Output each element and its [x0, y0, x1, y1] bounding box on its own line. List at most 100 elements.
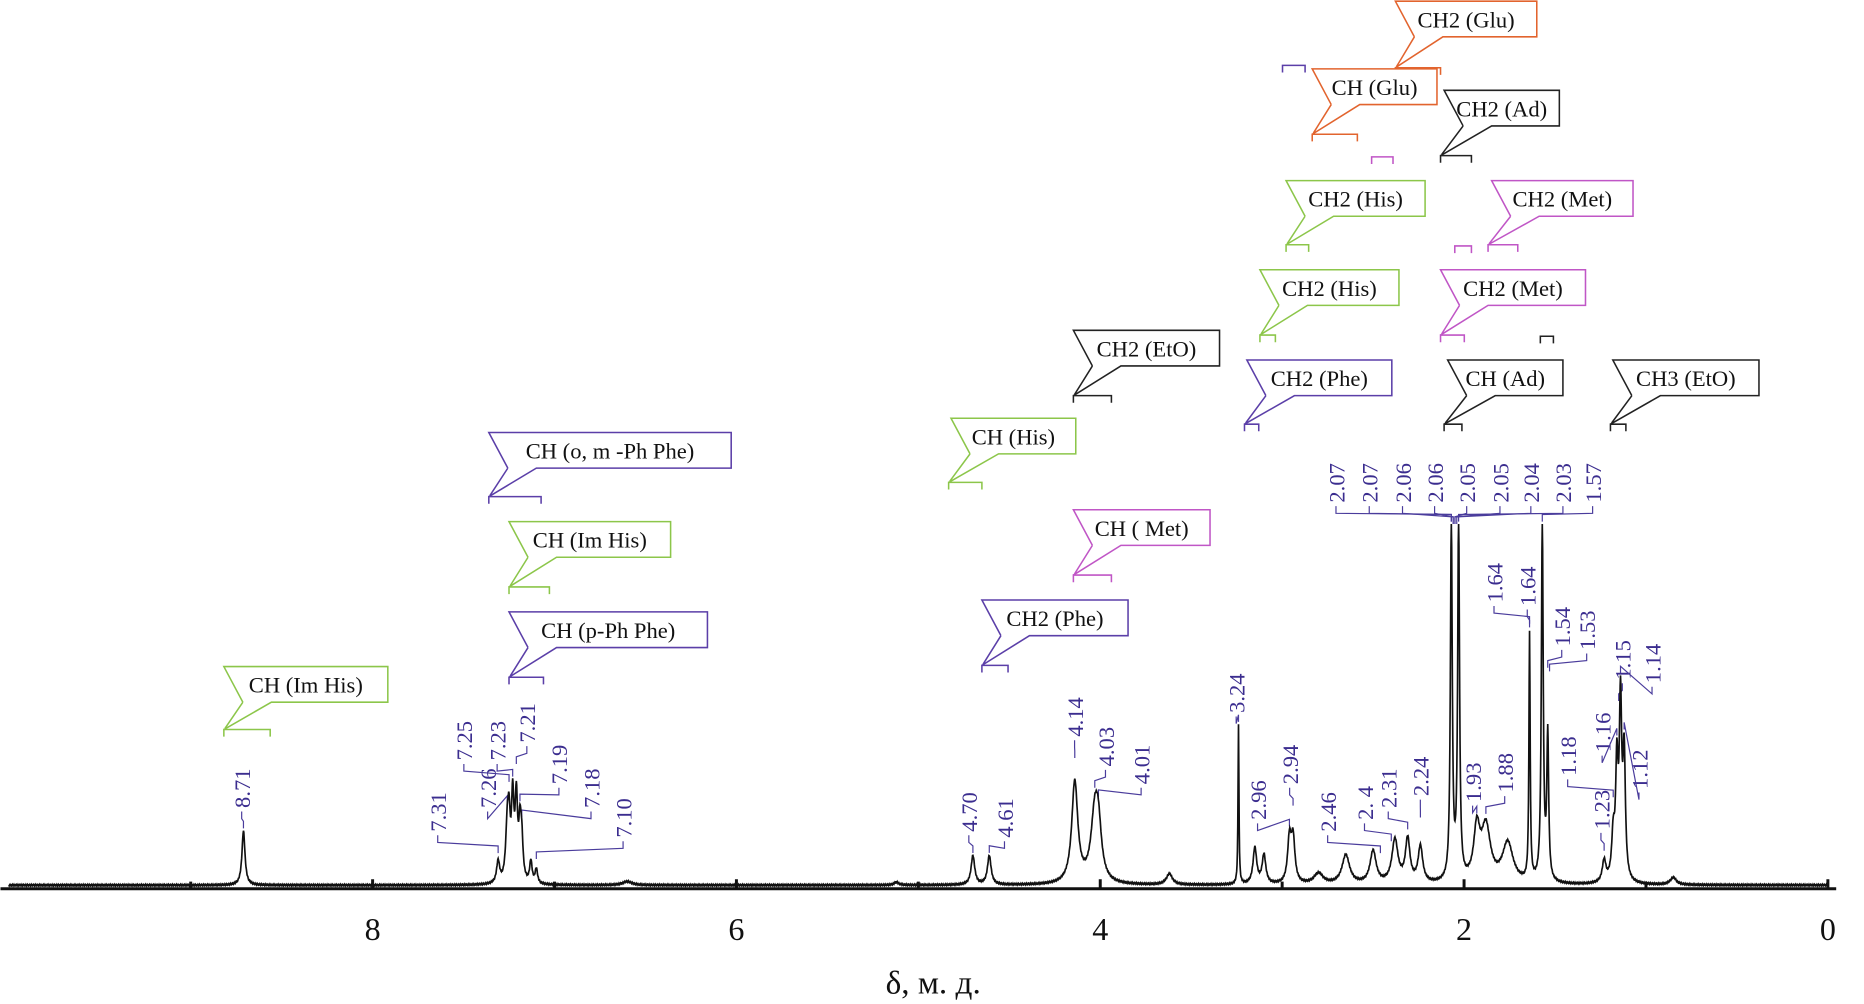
peak-leader-line [535, 841, 624, 860]
callout-box [507, 520, 672, 588]
callout-label: CH (Im His) [533, 528, 647, 553]
integration-bracket [1311, 133, 1359, 142]
peak-label: 2.46 [1316, 792, 1341, 831]
callout-box [487, 431, 732, 498]
integration-bracket [1609, 423, 1627, 432]
peak-leader-line [521, 809, 592, 820]
callout-box [1394, 0, 1538, 69]
peak-label: 7.23 [485, 721, 510, 760]
x-axis-label: δ, м. д. [886, 964, 981, 1001]
peak-label: 2.05 [1455, 463, 1480, 502]
annotation-callout: CH2 (Glu) [1394, 0, 1538, 75]
x-tick-label: 6 [728, 911, 744, 947]
callout-label: CH (Im His) [249, 673, 363, 698]
peak-leader-line [1493, 605, 1531, 624]
peak-leader-line [1094, 769, 1107, 788]
peak-label: 7.26 [476, 768, 501, 807]
peak-leader-line [1601, 728, 1618, 764]
integration-bracket [1281, 64, 1306, 73]
peak-label: 7.31 [426, 792, 451, 831]
callout-label: CH2 (EtO) [1097, 336, 1197, 361]
peak-label: 1.53 [1575, 610, 1600, 649]
peak-label: 2.06 [1423, 463, 1448, 502]
peak-leader-line [1256, 818, 1291, 832]
peak-leader-line [1548, 653, 1588, 672]
peak-label: 1.54 [1550, 607, 1575, 646]
callout-label: CH2 (Phe) [1006, 606, 1103, 631]
integration-bracket [1072, 574, 1113, 583]
peak-label: 7.19 [547, 745, 572, 784]
peak-leader-line [1387, 811, 1409, 830]
annotation-callout: CH3 (EtO) [1609, 359, 1760, 432]
peak-label: 2.31 [1377, 768, 1402, 807]
annotation-callout: CH2 (Ad) [1439, 89, 1561, 163]
peak-leader-line [1097, 787, 1142, 798]
x-tick-label: 0 [1820, 911, 1836, 947]
integration-bracket [488, 495, 542, 504]
annotation-layer: CH (Im His) CH (o, m -Ph Phe) CH (Im His) C… [222, 0, 1760, 737]
peak-label: 2.94 [1278, 745, 1303, 784]
peak-label: 4.70 [957, 792, 982, 831]
peak-label: 4.03 [1094, 727, 1119, 766]
callout-box [1610, 359, 1760, 425]
peak-label: 2.03 [1551, 463, 1576, 502]
peak-leader-line [1456, 506, 1532, 524]
peak-label: 2.24 [1409, 757, 1434, 796]
spectrum-line [8, 523, 1829, 888]
callout-box [948, 417, 1077, 484]
peak-leader-line [1526, 609, 1531, 628]
peak-leader-line [463, 763, 510, 782]
peak-label: 4.14 [1063, 697, 1088, 736]
annotation-callout: CH2 (His) [1284, 179, 1426, 252]
integration-bracket [508, 676, 545, 685]
callout-label: CH2 (Met) [1513, 187, 1613, 212]
integration-bracket [1454, 245, 1473, 254]
peak-label: 1.12 [1627, 749, 1652, 788]
peak-label: 4.01 [1129, 745, 1154, 784]
peak-label: 1.57 [1581, 463, 1606, 502]
peak-label: 2.07 [1358, 463, 1383, 502]
peak-leader-line [496, 763, 514, 777]
integration-bracket [1285, 243, 1310, 252]
callout-label: CH2 (Met) [1463, 276, 1563, 301]
peak-leader-line [1472, 804, 1478, 815]
annotation-callout: CH ( Met) [1072, 508, 1211, 583]
peak-label: 2.96 [1246, 780, 1271, 819]
annotation-callout: CH2 (Phe) [980, 599, 1129, 673]
x-tick-label: 8 [365, 911, 381, 947]
integration-bracket [1259, 334, 1277, 343]
annotation-callout: CH2 (Met) [1487, 179, 1634, 252]
callout-box [222, 665, 389, 731]
integration-bracket [1539, 335, 1555, 344]
peak-leader-line [1363, 823, 1392, 842]
peak-label: 1.15 [1611, 640, 1636, 679]
callout-box [1284, 179, 1426, 246]
annotation-callout: CH (p-Ph Phe) [507, 611, 709, 685]
callout-label: CH (Glu) [1332, 75, 1418, 100]
peak-label: 2.04 [1519, 463, 1544, 502]
callout-box [1439, 268, 1587, 336]
callout-box [1487, 179, 1634, 246]
annotation-callout: CH (Ad) [1443, 359, 1564, 432]
peak-label: 1.23 [1589, 790, 1614, 829]
callout-label: CH (o, m -Ph Phe) [526, 439, 695, 464]
callout-label: CH2 (Ad) [1456, 96, 1547, 121]
peak-label: 2.05 [1488, 463, 1513, 502]
integration-bracket [1439, 154, 1473, 163]
callout-box [980, 599, 1129, 667]
peak-label: 1.18 [1556, 736, 1581, 775]
integration-bracket [1439, 334, 1466, 343]
annotation-callout: CH2 (Phe) [1243, 359, 1393, 432]
peak-label: 8.71 [230, 768, 255, 807]
peak-label: 7.21 [515, 703, 540, 742]
peak-label: 1.64 [1482, 563, 1507, 602]
peak-label: 7.25 [452, 721, 477, 760]
x-axis-ticks: 8 6 4 2 0 [189, 879, 1836, 947]
callout-box [1443, 359, 1564, 425]
integration-bracket [947, 481, 983, 490]
callout-box [1072, 329, 1221, 397]
callout-box [1440, 89, 1561, 157]
callout-label: CH (Ad) [1465, 366, 1545, 391]
callout-label: CH2 (His) [1308, 187, 1403, 212]
